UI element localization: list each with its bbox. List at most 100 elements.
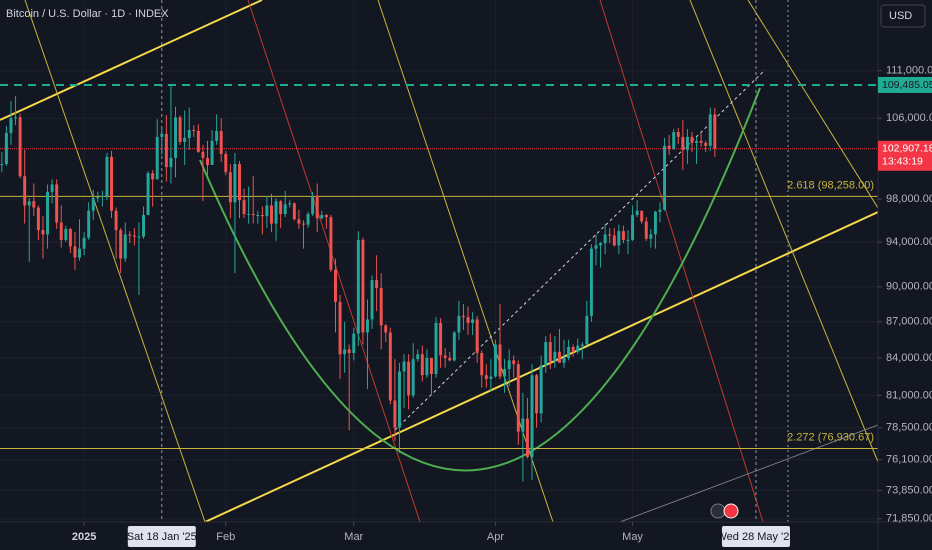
candle-body: [644, 221, 648, 239]
candle-body: [489, 376, 493, 379]
y-tick-label: 94,000.00: [886, 236, 932, 248]
candle-body: [361, 239, 365, 333]
candle-body: [155, 136, 159, 180]
candle-body: [59, 222, 63, 240]
candle-body: [36, 207, 40, 231]
currency-button[interactable]: [880, 4, 926, 28]
x-tick-label: Mar: [344, 531, 363, 543]
candle-body: [397, 371, 401, 428]
x-tick-label: 2025: [72, 531, 96, 543]
candle-body: [594, 245, 598, 249]
candle-body: [356, 239, 360, 334]
arc: [199, 87, 761, 472]
candle-body: [548, 342, 552, 362]
candle-body: [635, 210, 639, 216]
candle-body: [333, 269, 337, 302]
candle-body: [443, 355, 447, 358]
candle-body: [247, 213, 251, 215]
y-tick-label: 87,000.00: [886, 316, 932, 328]
candle-body: [178, 117, 182, 142]
candle-body: [653, 211, 657, 235]
candle-body: [571, 346, 575, 352]
candle-body: [146, 173, 150, 216]
candle-body: [329, 217, 333, 270]
candle-body: [260, 215, 264, 217]
candle-body: [160, 133, 164, 137]
candle-body: [365, 319, 369, 333]
candle-body: [567, 346, 571, 358]
candle-body: [699, 140, 703, 143]
candle-body: [233, 163, 237, 203]
y-tick-label: 106,000.00: [886, 112, 932, 124]
candle-body: [0, 163, 4, 165]
candle-body: [23, 176, 27, 206]
fib-level-label: 2.618 (98,258.00): [787, 179, 874, 191]
candle-body: [315, 195, 319, 219]
candle-body: [279, 201, 283, 214]
candle-body: [667, 145, 671, 149]
candle-body: [626, 239, 630, 241]
candle-body: [123, 234, 127, 259]
candle-body: [411, 359, 415, 396]
red-line: [247, 0, 421, 522]
candle-body: [621, 231, 625, 240]
candle-body: [41, 230, 45, 235]
candle-body: [192, 130, 196, 132]
candle-body: [114, 210, 118, 231]
candle-body: [110, 156, 114, 211]
y-tick-label: 111,000.00: [886, 65, 932, 77]
candle-body: [585, 315, 589, 345]
candle-body: [164, 133, 168, 168]
candle-body: [530, 375, 534, 457]
candle-body: [498, 344, 502, 377]
candle-body: [429, 357, 433, 374]
price-box: [878, 140, 932, 171]
candle-body: [64, 228, 68, 240]
candle-body: [631, 215, 635, 240]
candle-body: [516, 364, 520, 432]
candle-body: [539, 365, 543, 414]
candle-body: [599, 243, 603, 246]
x-tick-label: Feb: [216, 531, 235, 543]
currency-label[interactable]: USD: [889, 10, 912, 22]
candle-body: [82, 237, 86, 249]
candle-body: [265, 205, 269, 217]
candle-body: [73, 246, 77, 258]
candle-body: [420, 354, 424, 376]
price-countdown: 13:43:19: [882, 156, 923, 168]
candle-body: [402, 361, 406, 372]
candle-body: [562, 357, 566, 363]
candle-body: [544, 342, 548, 366]
candle-body: [338, 301, 342, 355]
crosshair-label: Wed 28 May '25: [716, 531, 795, 543]
candle-body: [119, 230, 123, 259]
candle-body: [215, 131, 219, 141]
candle-body: [612, 235, 616, 246]
candle-body: [55, 184, 59, 223]
candle-body: [375, 279, 379, 288]
candle-body: [18, 117, 22, 177]
candle-body: [416, 354, 420, 360]
candle-body: [708, 114, 712, 146]
crosshair-label-box: [127, 526, 196, 547]
candle-body: [292, 203, 296, 220]
x-tick-label: May: [622, 531, 643, 543]
candle-body: [151, 173, 155, 180]
candle-body: [128, 234, 132, 236]
marked-price-box: [878, 76, 932, 93]
candle-body: [96, 197, 100, 199]
candle-body: [4, 132, 8, 164]
candle-body: [274, 201, 278, 224]
candle-body: [256, 215, 260, 217]
candle-body: [672, 131, 676, 149]
candle-body: [676, 131, 680, 137]
y-tick-label: 76,100.00: [886, 454, 932, 466]
overlays: [0, 0, 878, 522]
candle-body: [525, 418, 529, 457]
candle-body: [640, 210, 644, 222]
candle-body: [461, 315, 465, 318]
candle-body: [174, 117, 177, 158]
red-line: [599, 0, 764, 522]
y-tick-label: 81,000.00: [886, 389, 932, 401]
